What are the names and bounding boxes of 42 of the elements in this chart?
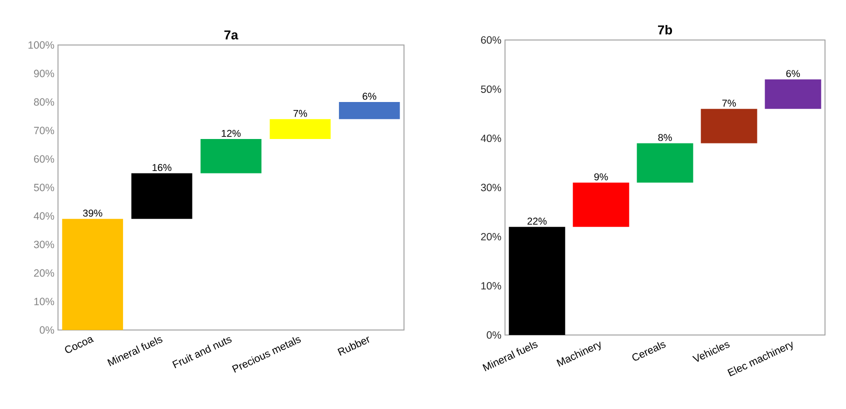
bar [764,79,822,109]
bar [338,102,400,120]
y-tick-label: 100% [28,41,54,49]
bar [700,108,758,144]
y-tick-label: 50% [34,184,54,192]
y-tick-label: 0% [40,326,54,334]
chart-title: 7b [658,24,672,34]
x-tick-label: Cocoa [65,337,94,353]
chart-title: 7a [224,30,238,40]
y-tick-label: 10% [481,282,502,290]
y-tick-label: 80% [34,98,54,106]
y-tick-label: 20% [481,232,502,240]
data-label: 12% [222,130,241,137]
data-label: 8% [658,134,672,142]
data-label: 7% [294,110,308,117]
data-label: 22% [528,218,547,225]
y-tick-label: 70% [34,126,54,134]
y-tick-label: 60% [34,155,54,163]
y-tick-label: 20% [34,269,54,277]
x-tick-label: Fruit and nuts [172,337,232,368]
bar [131,173,192,219]
y-tick-label: 0% [486,331,502,339]
data-label: 6% [786,70,800,78]
bar [508,226,566,335]
bar [62,218,124,330]
y-tick-label: 40% [480,134,502,142]
y-tick-label: 30% [34,240,54,248]
data-label: 39% [83,210,102,217]
bar [636,143,694,183]
bar [270,119,331,140]
y-tick-label: 50% [480,85,502,93]
y-tick-label: 10% [34,298,54,306]
y-tick-label: 40% [34,212,54,220]
y-tick-label: 90% [34,70,54,78]
data-label: 16% [152,164,172,172]
data-label: 7% [722,100,736,107]
y-tick-label: 60% [481,36,502,44]
data-label: 9% [594,173,608,180]
y-tick-label: 30% [480,184,502,192]
bar [572,182,630,227]
bar [200,139,262,174]
data-label: 6% [362,92,376,100]
